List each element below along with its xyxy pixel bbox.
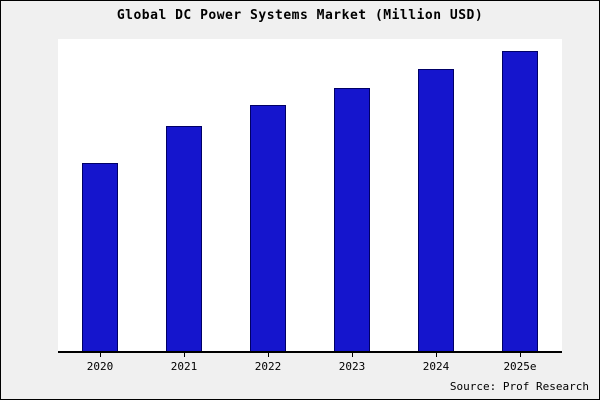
bar-2021 xyxy=(166,126,202,351)
x-tick-label: 2024 xyxy=(422,360,450,373)
x-tick-mark xyxy=(267,353,269,357)
x-tick-mark xyxy=(183,353,185,357)
x-tick-label: 2025e xyxy=(503,360,537,373)
x-tick-label: 2021 xyxy=(170,360,198,373)
x-tick-cell: 2021 xyxy=(142,353,226,373)
bar-2025e xyxy=(502,51,538,351)
bar-slot xyxy=(394,39,478,351)
bar-slot xyxy=(226,39,310,351)
x-tick-cell: 2023 xyxy=(310,353,394,373)
x-tick-label: 2020 xyxy=(86,360,114,373)
bar-slot xyxy=(310,39,394,351)
x-tick-cell: 2020 xyxy=(58,353,142,373)
bar-slot xyxy=(478,39,562,351)
x-tick-mark xyxy=(351,353,353,357)
plot-area xyxy=(58,39,562,353)
bar-2023 xyxy=(334,87,370,351)
x-tick-label: 2023 xyxy=(338,360,366,373)
x-tick-mark xyxy=(99,353,101,357)
x-tick-label: 2022 xyxy=(254,360,282,373)
bar-2024 xyxy=(418,69,454,351)
source-credit: Source: Prof Research xyxy=(449,380,589,393)
x-tick-mark xyxy=(519,353,521,357)
x-axis-ticks: 2020 2021 2022 2023 2024 2025e xyxy=(58,353,562,373)
x-tick-cell: 2025e xyxy=(478,353,562,373)
chart-title: Global DC Power Systems Market (Million … xyxy=(116,8,484,23)
x-tick-cell: 2024 xyxy=(394,353,478,373)
bar-2020 xyxy=(82,162,118,351)
bar-2022 xyxy=(250,105,286,351)
bar-slot xyxy=(58,39,142,351)
bar-slot xyxy=(142,39,226,351)
x-tick-cell: 2022 xyxy=(226,353,310,373)
x-tick-mark xyxy=(435,353,437,357)
